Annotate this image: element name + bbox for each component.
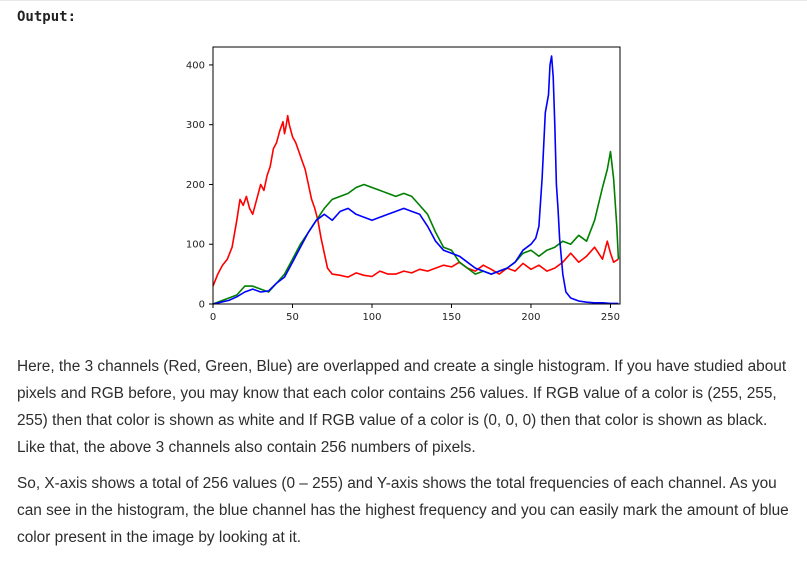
x-tick-label: 100 [362,312,381,323]
top-divider [0,0,807,1]
series-line-1 [212,150,620,305]
x-tick-label: 200 [521,312,540,323]
plot-frame [212,46,621,305]
y-tick-label: 300 [186,120,205,131]
output-heading: Output: [17,9,77,25]
x-tick-label: 150 [442,312,461,323]
rgb-histogram-chart: 0 50 100 150 200 250 0 100 200 300 400 [186,46,621,323]
y-tick-label: 0 [199,300,205,311]
explanation-paragraph-1: Here, the 3 channels (Red, Green, Blue) … [17,358,787,456]
y-tick-label: 400 [186,60,205,71]
y-tick-label: 200 [186,180,205,191]
series-line-0 [212,114,619,287]
series-line-2 [212,55,619,305]
x-tick-label: 0 [210,312,216,323]
y-tick-label: 100 [186,240,205,251]
x-tick-label: 50 [286,312,299,323]
explanation-paragraph-2: So, X-axis shows a total of 256 values (… [17,475,789,546]
x-tick-label: 250 [601,312,620,323]
